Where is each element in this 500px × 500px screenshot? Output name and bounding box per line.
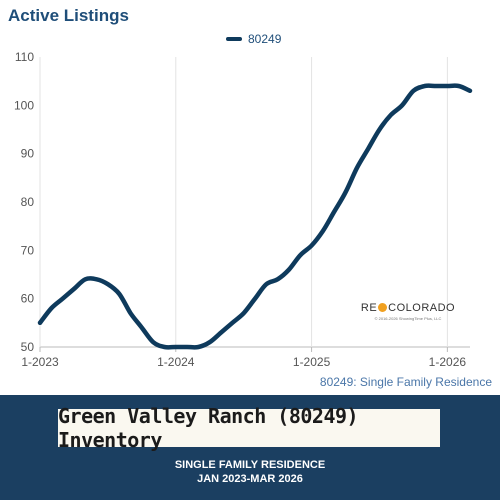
y-tick-label: 70: [21, 243, 35, 257]
y-axis: 50 60 70 80 90 100 110: [14, 50, 34, 354]
logo-wordmark: RE COLORADO: [358, 302, 458, 314]
logo-copyright: © 2016-2026 ShowingTime Plus, LLC: [374, 316, 442, 321]
series-group: [37, 83, 473, 350]
footer-banner: Green Valley Ranch (80249) Inventory SIN…: [0, 395, 500, 500]
chart-title: Active Listings: [8, 6, 129, 25]
x-tick-label: 1-2023: [21, 355, 59, 369]
x-tick-label: 1-2024: [157, 355, 195, 369]
legend: 80249: [226, 32, 281, 46]
legend-label: 80249: [248, 32, 282, 46]
y-tick-label: 60: [21, 292, 35, 306]
y-tick-label: 100: [14, 98, 34, 112]
logo-dot-icon: [378, 303, 388, 312]
series-line-80249: [37, 83, 473, 350]
series-note: 80249: Single Family Residence: [319, 375, 492, 389]
y-tick-label: 90: [21, 147, 35, 161]
y-tick-label: 110: [15, 50, 34, 64]
recolorado-logo: RE COLORADO © 2016-2026 ShowingTime Plus,…: [358, 302, 458, 321]
logo-text-left: RE: [360, 302, 378, 314]
banner-line-2: JAN 2023-MAR 2026: [197, 473, 303, 485]
x-tick-label: 1-2025: [293, 355, 331, 369]
banner-title: Green Valley Ranch (80249) Inventory: [58, 404, 440, 452]
y-tick-label: 50: [21, 340, 35, 354]
x-axis: 1-2023 1-2024 1-2025 1-2026: [21, 347, 466, 369]
y-tick-label: 80: [21, 195, 35, 209]
banner-line-1: SINGLE FAMILY RESIDENCE: [174, 459, 326, 471]
legend-swatch: [226, 37, 242, 41]
x-tick-label: 1-2026: [429, 355, 467, 369]
logo-text-right: COLORADO: [388, 302, 456, 314]
grid: [39, 57, 470, 348]
